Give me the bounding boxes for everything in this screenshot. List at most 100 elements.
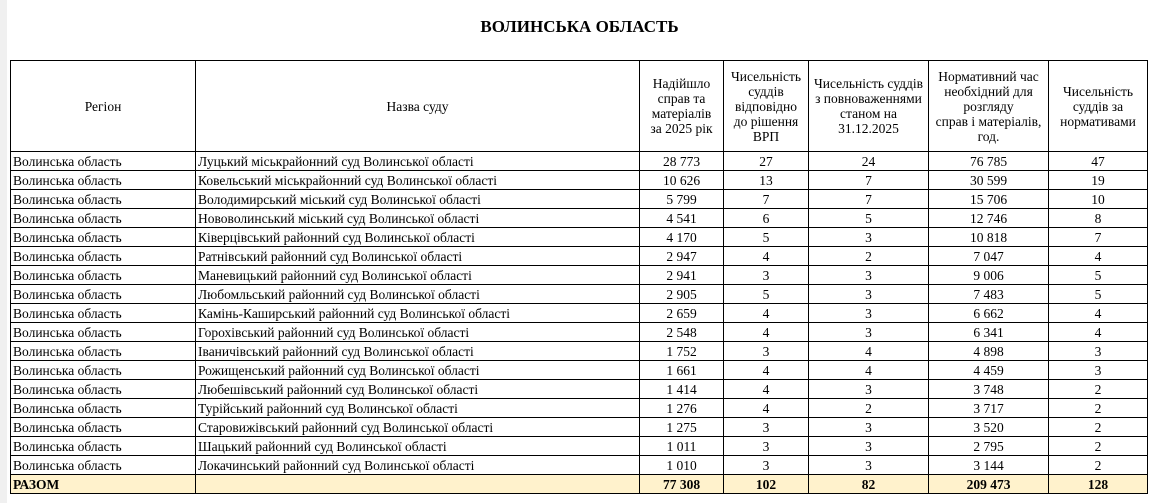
cell-normative-hours: 3 144 bbox=[928, 455, 1049, 475]
table-row: Волинська область Іваничівський районний … bbox=[10, 341, 1148, 361]
table-row: Волинська область Локачинський районний с… bbox=[10, 455, 1148, 475]
cell-region: Волинська область bbox=[10, 189, 196, 209]
cell-normative-hours: 9 006 bbox=[928, 265, 1049, 285]
page-edge bbox=[0, 0, 7, 503]
cell-cases-received: 4 170 bbox=[639, 227, 724, 247]
cell-judges-vrp: 5 bbox=[723, 227, 809, 247]
cell-judges-normative: 2 bbox=[1048, 398, 1148, 418]
header-row: Регіон Назва суду Надійшло справ та мате… bbox=[10, 60, 1148, 152]
cell-cases-received: 77 308 bbox=[639, 474, 724, 494]
cell-normative-hours: 12 746 bbox=[928, 208, 1049, 228]
cell-cases-received: 1 276 bbox=[639, 398, 724, 418]
cell-court-name: Володимирський міський суд Волинської об… bbox=[195, 189, 640, 209]
cell-court-name: Старовижівський районний суд Волинської … bbox=[195, 417, 640, 437]
cell-court-name: Турійський районний суд Волинської облас… bbox=[195, 398, 640, 418]
cell-judges-empowered: 3 bbox=[808, 436, 929, 456]
cell-judges-vrp: 6 bbox=[723, 208, 809, 228]
cell-judges-normative: 8 bbox=[1048, 208, 1148, 228]
table-row: Волинська область Любешівський районний с… bbox=[10, 379, 1148, 399]
cell-judges-normative: 3 bbox=[1048, 360, 1148, 380]
header-judges-normative: Чисельність суддів за нормативами bbox=[1048, 60, 1148, 152]
cell-judges-normative: 2 bbox=[1048, 455, 1148, 475]
table-row: Волинська область Маневицький районний су… bbox=[10, 265, 1148, 285]
cell-judges-vrp: 3 bbox=[723, 417, 809, 437]
cell-court-name: Нововолинський міський суд Волинської об… bbox=[195, 208, 640, 228]
cell-court-name: Рожищенський районний суд Волинської обл… bbox=[195, 360, 640, 380]
cell-judges-normative: 19 bbox=[1048, 170, 1148, 190]
cell-judges-normative: 4 bbox=[1048, 303, 1148, 323]
cell-judges-empowered: 3 bbox=[808, 303, 929, 323]
cell-normative-hours: 6 662 bbox=[928, 303, 1049, 323]
cell-region: Волинська область bbox=[10, 360, 196, 380]
cell-normative-hours: 3 748 bbox=[928, 379, 1049, 399]
cell-judges-vrp: 4 bbox=[723, 360, 809, 380]
cell-judges-empowered: 3 bbox=[808, 227, 929, 247]
cell-judges-normative: 5 bbox=[1048, 284, 1148, 304]
cell-cases-received: 1 752 bbox=[639, 341, 724, 361]
cell-judges-vrp: 102 bbox=[723, 474, 809, 494]
total-row: РАЗОМ 77 308 102 82 209 473 128 bbox=[10, 474, 1148, 494]
cell-judges-normative: 4 bbox=[1048, 246, 1148, 266]
cell-normative-hours: 2 795 bbox=[928, 436, 1049, 456]
cell-region: Волинська область bbox=[10, 341, 196, 361]
table-row: Волинська область Горохівський районний с… bbox=[10, 322, 1148, 342]
table-row: Волинська область Любомльський районний с… bbox=[10, 284, 1148, 304]
cell-judges-vrp: 3 bbox=[723, 436, 809, 456]
cell-judges-empowered: 3 bbox=[808, 379, 929, 399]
cell-cases-received: 1 010 bbox=[639, 455, 724, 475]
cell-judges-vrp: 4 bbox=[723, 246, 809, 266]
cell-judges-normative: 128 bbox=[1048, 474, 1148, 494]
cell-court-name: Шацький районний суд Волинської області bbox=[195, 436, 640, 456]
cell-region: Волинська область bbox=[10, 455, 196, 475]
table-row: Волинська область Старовижівський районни… bbox=[10, 417, 1148, 437]
cell-judges-empowered: 7 bbox=[808, 170, 929, 190]
cell-cases-received: 1 661 bbox=[639, 360, 724, 380]
table-row: Волинська область Шацький районний суд Во… bbox=[10, 436, 1148, 456]
header-region: Регіон bbox=[10, 60, 196, 152]
cell-region: Волинська область bbox=[10, 265, 196, 285]
cell-judges-normative: 7 bbox=[1048, 227, 1148, 247]
cell-judges-vrp: 13 bbox=[723, 170, 809, 190]
cell-court-name: Ковельський міськрайонний суд Волинської… bbox=[195, 170, 640, 190]
cell-judges-normative: 2 bbox=[1048, 379, 1148, 399]
cell-judges-normative: 2 bbox=[1048, 417, 1148, 437]
cell-region: Волинська область bbox=[10, 322, 196, 342]
cell-court-name: Луцький міськрайонний суд Волинської обл… bbox=[195, 151, 640, 171]
cell-cases-received: 2 941 bbox=[639, 265, 724, 285]
cell-normative-hours: 3 717 bbox=[928, 398, 1049, 418]
table-row: Волинська область Ковельський міськрайонн… bbox=[10, 170, 1148, 190]
cell-court-name: Іваничівський районний суд Волинської об… bbox=[195, 341, 640, 361]
cell-normative-hours: 7 483 bbox=[928, 284, 1049, 304]
cell-court-name: Любомльський районний суд Волинської обл… bbox=[195, 284, 640, 304]
cell-court-name: Ківерцівський районний суд Волинської об… bbox=[195, 227, 640, 247]
cell-normative-hours: 209 473 bbox=[928, 474, 1049, 494]
cell-judges-normative: 2 bbox=[1048, 436, 1148, 456]
cell-region: Волинська область bbox=[10, 303, 196, 323]
cell-normative-hours: 3 520 bbox=[928, 417, 1049, 437]
cell-judges-empowered: 2 bbox=[808, 246, 929, 266]
cell-judges-vrp: 4 bbox=[723, 322, 809, 342]
cell-cases-received: 2 659 bbox=[639, 303, 724, 323]
cell-cases-received: 1 275 bbox=[639, 417, 724, 437]
cell-court-name: Горохівський районний суд Волинської обл… bbox=[195, 322, 640, 342]
table-row: Волинська область Рожищенський районний с… bbox=[10, 360, 1148, 380]
cell-region: Волинська область bbox=[10, 208, 196, 228]
cell-judges-empowered: 4 bbox=[808, 360, 929, 380]
cell-judges-empowered: 7 bbox=[808, 189, 929, 209]
cell-judges-empowered: 3 bbox=[808, 284, 929, 304]
cell-normative-hours: 15 706 bbox=[928, 189, 1049, 209]
cell-normative-hours: 4 898 bbox=[928, 341, 1049, 361]
cell-judges-vrp: 3 bbox=[723, 455, 809, 475]
cell-normative-hours: 30 599 bbox=[928, 170, 1049, 190]
cell-cases-received: 2 905 bbox=[639, 284, 724, 304]
page-title: ВОЛИНСЬКА ОБЛАСТЬ bbox=[480, 17, 679, 36]
cell-cases-received: 5 799 bbox=[639, 189, 724, 209]
courts-table: Регіон Назва суду Надійшло справ та мате… bbox=[10, 60, 1148, 494]
table-row: Волинська область Камінь-Каширський район… bbox=[10, 303, 1148, 323]
cell-region: Волинська область bbox=[10, 151, 196, 171]
cell-judges-vrp: 5 bbox=[723, 284, 809, 304]
cell-judges-normative: 5 bbox=[1048, 265, 1148, 285]
cell-judges-empowered: 4 bbox=[808, 341, 929, 361]
cell-judges-normative: 47 bbox=[1048, 151, 1148, 171]
cell-judges-vrp: 4 bbox=[723, 379, 809, 399]
